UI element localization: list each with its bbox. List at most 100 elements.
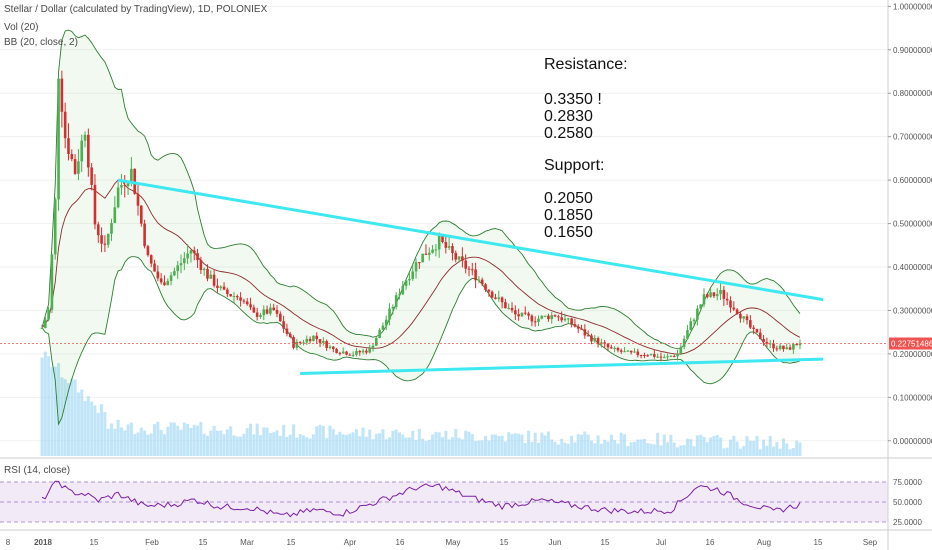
candle-body [408,278,411,281]
volume-bar [176,425,180,456]
candle-body [335,349,338,353]
time-tick-label: 2018 [34,538,52,547]
candle-body [242,300,246,302]
volume-bar [795,440,799,456]
candle-body [487,289,491,292]
candle-body [351,354,355,356]
candle-body [464,260,467,269]
volume-bar [100,404,104,456]
volume-bar [321,425,325,456]
volume-bar [215,430,219,456]
volume-bar [222,434,226,456]
volume-bar [110,423,114,456]
candle-body [553,315,557,317]
resistance-trendline [117,178,824,302]
volume-bar [153,424,157,456]
volume-bar [758,449,762,456]
candle-body [110,223,113,234]
volume-bar [748,440,752,456]
candle-body [40,327,44,329]
volume-bar [444,430,448,456]
candle-body [441,235,444,243]
candle-body [318,339,322,343]
candle-body [752,327,755,329]
candle-body [676,353,679,357]
volume-bar [725,447,729,456]
volume-bar [613,439,617,456]
volume-bar [407,437,411,456]
rsi-legend[interactable]: RSI (14, close) [4,465,71,476]
volume-bar [219,430,223,456]
volume-bar [457,437,461,456]
volume-bar [636,439,640,456]
volume-bar [646,443,650,456]
candle-body [146,246,150,256]
candle-body [262,309,266,316]
candle-body [312,335,315,342]
candle-body [315,335,319,340]
candle-body [626,350,630,352]
candle-body [563,318,567,321]
candle-body [778,345,782,349]
candle-body [471,269,474,271]
candle-body [719,289,722,295]
volume-bar [391,430,395,456]
volume-bar [209,430,213,456]
candle-body [792,344,795,350]
candle-body [702,294,706,305]
candle-body [295,341,299,348]
candle-body [623,351,626,353]
candle-body [636,351,640,356]
candle-body [659,356,663,358]
candle-body [156,271,160,279]
volume-bar [715,435,719,456]
candle-body [537,318,540,322]
volume-bar [427,439,431,456]
volume-bar [745,436,749,456]
candle-body [616,347,620,351]
resistance-title: Resistance: [544,56,628,73]
volume-bar [325,438,329,456]
volume-bar [401,434,405,456]
symbol-legend[interactable]: Stellar / Dollar (calculated by TradingV… [4,4,268,15]
volume-bar [454,428,458,456]
time-tick-label: 16 [396,538,405,547]
candle-body [715,294,719,297]
volume-bar [162,434,166,456]
candle-body [758,332,762,339]
volume-bar [434,431,438,456]
candle-body [782,345,785,350]
volume-bar [371,439,375,456]
candle-body [494,297,497,299]
candle-body [269,307,272,314]
candle-body [431,249,434,253]
volume-bar [659,445,663,456]
candle-body [785,347,789,350]
rsi-line [41,480,801,518]
volume-bar [278,435,282,456]
candle-body [735,309,739,314]
candle-body [520,312,524,317]
candle-body [414,262,418,272]
volume-bar [86,396,90,456]
volume-bar [192,424,196,456]
bollinger-legend[interactable]: BB (20, close, 2) [4,37,78,48]
candle-body [643,355,646,357]
time-tick-label: Apr [344,538,357,547]
volume-bar [411,430,415,456]
volume-bar [232,435,236,456]
support-level: 0.1650 [544,224,593,241]
volume-bar [639,439,643,456]
candle-body [517,314,520,317]
candle-body [229,294,232,297]
volume-bar [424,441,428,456]
candle-body [586,335,590,337]
volume-bar [119,427,123,456]
candle-body [686,330,689,339]
volume-legend[interactable]: Vol (20) [4,22,39,33]
volume-bar [199,421,203,456]
volume-bar [785,443,789,456]
candle-body [375,338,378,346]
volume-bar [566,443,570,456]
